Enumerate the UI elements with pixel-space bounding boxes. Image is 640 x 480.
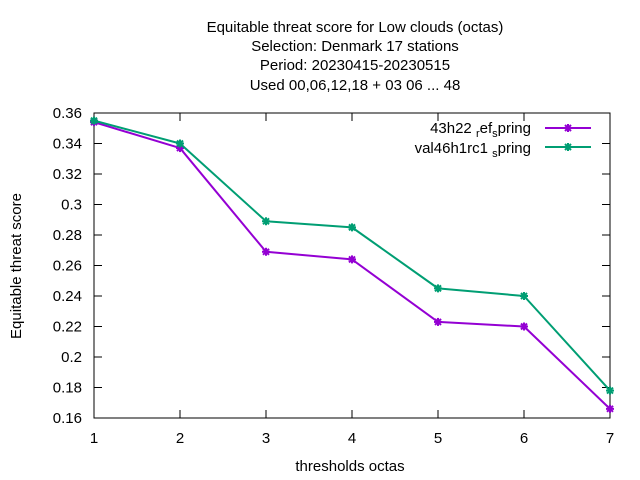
legend: 43h22 refspring val46h1rc1 spring bbox=[415, 120, 591, 160]
legend-entry-1: val46h1rc1 spring bbox=[415, 140, 591, 160]
data-point-1-4 bbox=[434, 284, 442, 293]
title-line-4: Used 00,06,12,18 + 03 06 ... 48 bbox=[250, 77, 461, 94]
y-tick-label-1: 0.18 bbox=[53, 380, 82, 397]
legend-label-1: val46h1rc1 spring bbox=[415, 140, 531, 160]
x-tick-label-5: 6 bbox=[520, 430, 528, 447]
legend-marker-1 bbox=[564, 143, 572, 151]
legend-entry-0: 43h22 refspring bbox=[430, 120, 591, 140]
x-tick-label-4: 5 bbox=[434, 430, 442, 447]
data-point-0-6 bbox=[606, 404, 614, 413]
x-tick-label-3: 4 bbox=[348, 430, 356, 447]
legend-marker-0 bbox=[564, 124, 572, 132]
data-point-0-2 bbox=[262, 247, 270, 256]
title-line-3: Period: 20230415-20230515 bbox=[260, 57, 450, 74]
y-tick-label-7: 0.3 bbox=[61, 197, 82, 214]
x-axis: 1 2 3 4 5 6 7 bbox=[90, 113, 614, 447]
data-point-1-3 bbox=[348, 223, 356, 232]
series-1 bbox=[90, 116, 614, 395]
data-point-1-2 bbox=[262, 217, 270, 226]
legend-star-1 bbox=[564, 143, 572, 151]
data-point-0-4 bbox=[434, 317, 442, 326]
data-point-0-3 bbox=[348, 255, 356, 264]
y-tick-label-0: 0.16 bbox=[53, 410, 82, 427]
legend-label-0: 43h22 refspring bbox=[430, 120, 531, 140]
y-axis: 0.16 0.18 0.2 0.22 0.24 0.26 0.28 0.3 0.32 0.34 0.… bbox=[53, 105, 610, 427]
data-point-0-5 bbox=[520, 322, 528, 331]
y-axis-label: Equitable threat score bbox=[8, 193, 25, 339]
y-tick-label-4: 0.24 bbox=[53, 288, 82, 305]
x-tick-label-1: 2 bbox=[176, 430, 184, 447]
plot-frame bbox=[93, 112, 611, 419]
x-tick-label-0: 1 bbox=[90, 430, 98, 447]
y-tick-label-9: 0.34 bbox=[53, 136, 82, 153]
y-tick-label-3: 0.22 bbox=[53, 319, 82, 336]
series-layer bbox=[90, 116, 614, 413]
title-line-1: Equitable threat score for Low clouds (o… bbox=[207, 19, 504, 36]
data-point-1-0 bbox=[90, 116, 98, 125]
chart-title: Equitable threat score for Low clouds (o… bbox=[207, 19, 504, 94]
legend-star-0 bbox=[564, 124, 572, 132]
y-tick-label-6: 0.28 bbox=[53, 227, 82, 244]
y-tick-label-10: 0.36 bbox=[53, 105, 82, 122]
data-point-1-1 bbox=[176, 139, 184, 148]
y-tick-label-2: 0.2 bbox=[61, 349, 82, 366]
data-point-1-5 bbox=[520, 292, 528, 300]
title-line-2: Selection: Denmark 17 stations bbox=[251, 38, 459, 55]
x-tick-label-6: 7 bbox=[606, 430, 614, 447]
series-line-0 bbox=[93, 121, 611, 410]
x-axis-label: thresholds octas bbox=[295, 458, 404, 475]
x-tick-label-2: 3 bbox=[262, 430, 270, 447]
y-tick-label-5: 0.26 bbox=[53, 258, 82, 275]
data-point-1-6 bbox=[606, 386, 614, 395]
series-0 bbox=[90, 118, 614, 413]
y-tick-label-8: 0.32 bbox=[53, 166, 82, 183]
